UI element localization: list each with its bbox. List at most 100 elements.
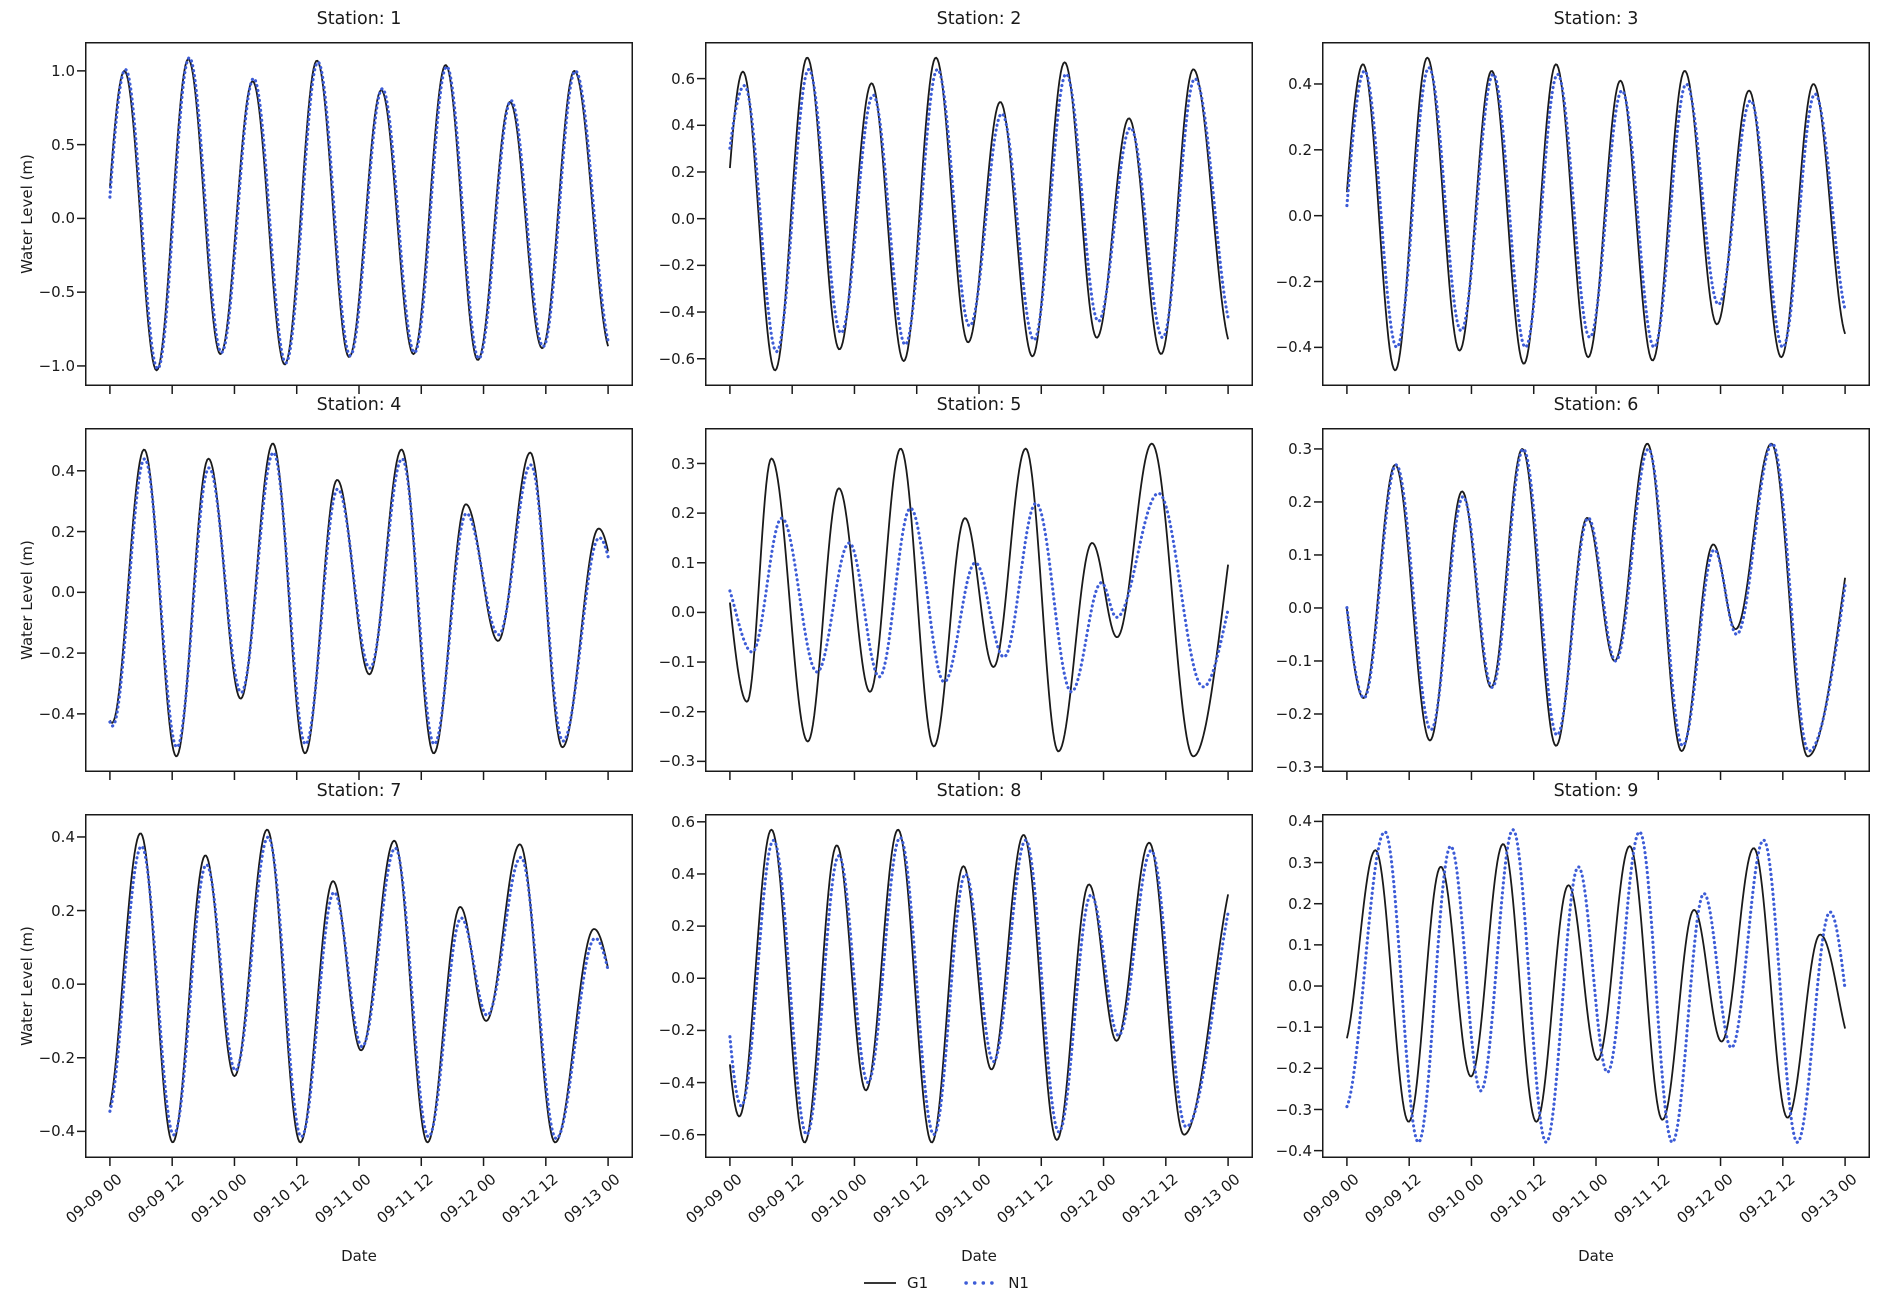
y-tick-label: −0.2 [658,1021,695,1040]
y-tick-label: −0.6 [658,349,695,368]
y-tick-label: 0.4 [51,828,75,846]
y-tick-label: 0.0 [1288,977,1312,995]
y-tick-label: −0.4 [38,1122,75,1141]
series-g1-line [729,828,1229,1144]
y-tick-label: 0.2 [51,522,75,541]
subplot-station-9: Station: 9 0.4 0.3 0.2 0.1 0.0 −0.1 −0.2 −0.3 −0.… [1276,781,1870,1227]
y-tick-label: 0.5 [51,135,75,154]
y-axis-label-row3: Water Level (m) [18,926,36,1046]
subplot-title: Station: 8 [936,781,1022,801]
y-tick-label: 0.1 [1288,935,1312,954]
subplot-title: Station: 1 [316,9,402,29]
y-tick-label: −0.1 [1275,652,1312,670]
y-tick-label: 0.4 [1288,75,1312,93]
subplot-title: Station: 6 [1553,395,1639,415]
series-n1-line [108,450,610,749]
plot-area [697,428,1253,780]
subplot-title: Station: 9 [1553,781,1639,801]
series-n1-line [1345,65,1847,350]
y-tick-label: −0.6 [658,1125,695,1144]
series-n1-line [728,67,1230,354]
x-axis-label-col1: Date [341,1247,377,1265]
legend-item-n1: N1 [964,1274,1029,1292]
y-tick-label: 0.3 [671,454,695,473]
series-n1-line [108,55,610,371]
subplot-title: Station: 7 [316,781,402,801]
y-tick-label: −0.4 [38,704,75,723]
plot-area [1314,428,1870,780]
y-tick-label: −0.5 [38,283,75,302]
y-tick-label: −0.2 [658,702,695,721]
y-tick-label: −0.4 [658,303,695,322]
y-tick-label: 0.3 [1288,853,1312,872]
legend-item-g1: G1 [863,1274,928,1292]
legend-n1-label: N1 [1008,1274,1029,1292]
subplot-title: Station: 2 [936,9,1022,29]
series-g1-line [109,828,609,1144]
y-tick-label: 0.4 [671,116,695,135]
y-tick-label: −0.1 [1275,1018,1312,1037]
y-tick-label: 0.6 [671,812,695,831]
y-tick-label: 0.0 [1288,599,1312,617]
y-tick-label: 0.2 [671,504,695,523]
y-tick-label: −0.2 [38,644,75,663]
y-tick-label: −0.2 [1275,705,1312,723]
subplot-station-2: Station: 2 0.6 0.4 0.2 0.0 −0.2 −0.4 −0.6 [659,9,1253,394]
plot-area [77,428,633,780]
y-tick-label: 0.2 [1288,492,1312,511]
y-tick-label: 0.4 [51,461,75,480]
y-tick-label: 0.6 [671,69,695,88]
axes-frame [85,428,633,772]
series-n1-line [108,834,610,1141]
y-axis-label-row1: Water Level (m) [18,154,36,274]
series-n1-line [728,835,1230,1137]
subplot-station-3: Station: 3 0.4 0.2 0.0 −0.2 −0.4 [1276,9,1870,394]
y-tick-label: 0.0 [51,209,75,228]
plot-area [1314,814,1870,1166]
y-tick-label: 0.0 [671,209,695,228]
y-tick-label: −0.4 [658,1073,695,1092]
plot-area [697,42,1253,394]
axes-frame [1322,814,1870,1158]
y-tick-label: 0.0 [51,583,75,602]
series-g1-line [729,56,1229,372]
y-tick-label: 0.0 [1288,206,1312,225]
plot-area [77,42,633,394]
subplot-station-8: Station: 8 0.6 0.4 0.2 0.0 −0.2 −0.4 −0.6 09-09 … [659,781,1253,1227]
plot-area [697,814,1253,1166]
y-tick-label: −0.1 [658,653,695,672]
y-tick-label: −0.3 [1275,758,1312,776]
x-axis-label-col3: Date [1578,1247,1614,1265]
x-axis-label-col2: Date [961,1247,997,1265]
y-tick-label: 0.1 [1288,546,1312,564]
y-tick-label: −0.2 [1275,272,1312,291]
y-tick-label: −0.4 [1275,338,1312,357]
y-tick-label: 0.2 [51,901,75,920]
axes-frame [1322,428,1870,772]
y-tick-label: −0.3 [1275,1100,1312,1119]
axes-frame [1322,42,1870,386]
subplot-station-4: Station: 4 0.4 0.2 0.0 −0.2 −0.4 [39,395,633,780]
subplot-station-1: Station: 1 1.0 0.5 0.0 −0.5 −1.0 [39,9,633,394]
y-tick-label: 0.0 [51,975,75,994]
y-tick-label: 0.2 [1288,140,1312,159]
y-tick-label: −0.4 [1275,1141,1312,1160]
series-g1-line [1346,843,1846,1123]
plot-area [77,814,633,1166]
y-axis-label-row2: Water Level (m) [18,540,36,660]
legend: G1 N1 [0,1270,1892,1296]
y-tick-label: −0.2 [38,1048,75,1067]
y-tick-label: 0.0 [671,969,695,988]
subplot-title: Station: 4 [316,395,402,415]
series-n1-line [728,491,1230,694]
axes-frame [85,42,633,386]
series-n1-line [1345,441,1847,753]
y-tick-label: 0.1 [671,553,695,572]
y-tick-label: −0.2 [1275,1059,1312,1078]
y-tick-label: 0.0 [671,603,695,622]
axes-frame [85,814,633,1158]
y-tick-label: 0.2 [671,163,695,181]
y-tick-label: 1.0 [51,61,75,80]
axes-frame [705,814,1253,1158]
